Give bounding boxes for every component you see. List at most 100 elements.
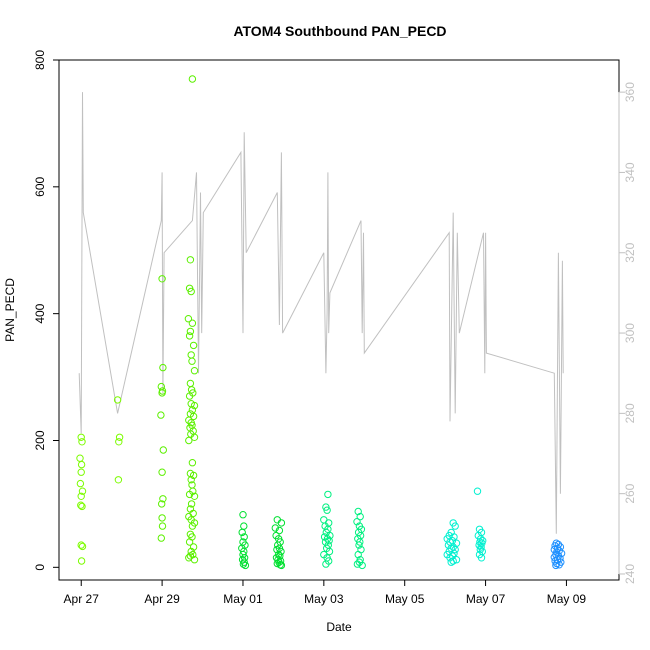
data-point xyxy=(113,396,122,404)
data-point xyxy=(189,543,198,551)
data-point xyxy=(77,501,85,509)
x-tick-label: May 03 xyxy=(304,592,344,606)
x-axis-label: Date xyxy=(326,620,352,634)
data-point xyxy=(187,476,195,484)
data-point xyxy=(159,446,168,454)
data-point xyxy=(476,545,484,554)
data-point xyxy=(78,542,87,551)
data-point xyxy=(555,561,563,569)
data-point xyxy=(475,541,483,549)
secondary-line-layer xyxy=(78,92,564,534)
data-point xyxy=(451,522,459,530)
data-point xyxy=(185,538,194,546)
data-point xyxy=(188,319,197,327)
data-point xyxy=(552,561,560,570)
y-tick-label: 400 xyxy=(33,303,47,323)
data-point xyxy=(190,367,199,375)
data-point xyxy=(158,522,167,530)
data-point xyxy=(277,519,286,527)
data-point xyxy=(77,468,85,476)
data-point xyxy=(187,500,196,508)
scatter-points-layer xyxy=(76,75,566,570)
x-axis: Apr 27 Apr 29 May 01 May 03 May 05 May 07 May … xyxy=(64,579,586,606)
data-point xyxy=(477,554,486,562)
data-point xyxy=(185,490,194,499)
data-point xyxy=(189,412,198,421)
data-point xyxy=(114,476,123,484)
y2-tick-label: 260 xyxy=(623,483,637,503)
data-point xyxy=(190,492,199,500)
secondary-series-line xyxy=(78,92,564,534)
y-tick-label: 0 xyxy=(33,564,47,571)
y2-tick-label: 300 xyxy=(623,323,637,343)
data-point xyxy=(188,421,196,429)
data-point xyxy=(353,560,362,568)
data-point xyxy=(476,538,484,546)
data-point xyxy=(188,357,196,365)
data-point xyxy=(189,341,198,350)
data-point xyxy=(239,511,247,519)
data-point xyxy=(241,561,250,570)
data-point xyxy=(322,560,330,568)
data-point xyxy=(159,495,167,503)
data-point xyxy=(78,502,86,511)
data-point xyxy=(324,490,332,499)
data-point xyxy=(323,506,331,514)
data-point xyxy=(158,514,166,522)
data-point xyxy=(158,500,166,508)
data-point xyxy=(188,459,197,467)
data-point xyxy=(78,438,86,446)
data-point xyxy=(190,556,199,564)
data-point xyxy=(189,471,198,480)
x-tick-label: May 05 xyxy=(385,592,425,606)
data-point xyxy=(325,537,333,545)
data-point xyxy=(325,547,334,556)
data-point xyxy=(158,468,166,476)
data-point xyxy=(358,561,366,570)
data-point xyxy=(188,75,197,83)
data-point xyxy=(185,436,193,445)
y-axis-right: 240 260 280 300 320 340 360 xyxy=(618,82,637,584)
data-point xyxy=(190,433,199,441)
y-axis-label: PAN_PECD xyxy=(3,278,17,342)
data-point xyxy=(449,557,457,565)
y-axis-left: 0 200 400 600 800 xyxy=(33,50,60,571)
data-point xyxy=(473,487,482,495)
y-tick-label: 800 xyxy=(33,50,47,70)
data-point xyxy=(356,538,364,546)
y2-tick-label: 340 xyxy=(623,162,637,182)
data-point xyxy=(238,528,246,537)
data-point xyxy=(273,545,281,554)
data-point xyxy=(188,522,197,530)
data-point xyxy=(115,438,123,446)
data-point xyxy=(450,533,458,541)
data-point xyxy=(186,327,195,336)
x-tick-label: Apr 29 xyxy=(144,592,180,606)
data-point xyxy=(185,392,194,400)
data-point xyxy=(277,561,286,570)
data-point xyxy=(158,275,166,283)
data-point xyxy=(115,433,124,441)
data-point xyxy=(354,550,362,559)
y-tick-label: 600 xyxy=(33,176,47,196)
x-tick-label: Apr 27 xyxy=(64,592,100,606)
data-point xyxy=(76,479,85,488)
x-tick-label: May 07 xyxy=(466,592,506,606)
data-point xyxy=(239,560,248,568)
data-point xyxy=(184,315,193,323)
data-point xyxy=(158,389,166,397)
data-point xyxy=(157,534,166,542)
data-point xyxy=(354,507,362,516)
chart-title: ATOM4 Southbound PAN_PECD xyxy=(233,23,446,39)
data-point xyxy=(187,287,195,296)
data-point xyxy=(447,558,455,566)
data-point xyxy=(185,416,193,424)
data-point xyxy=(185,332,194,340)
data-point xyxy=(190,401,199,410)
data-point xyxy=(77,492,85,500)
data-point xyxy=(159,363,167,372)
data-point xyxy=(240,533,248,541)
y-tick-label: 200 xyxy=(33,430,47,450)
data-point xyxy=(186,256,195,264)
